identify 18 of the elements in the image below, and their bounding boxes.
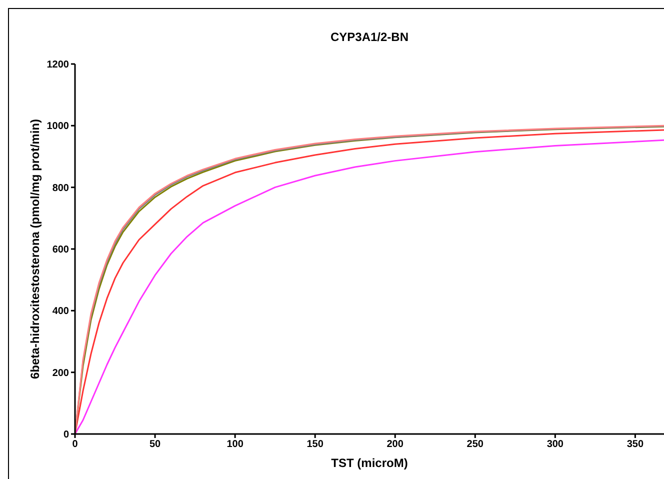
y-tick-label: 0 — [63, 430, 70, 441]
y-tick-label: 600 — [52, 244, 70, 256]
x-tick-label: 250 — [466, 439, 484, 450]
x-tick-label: 350 — [626, 439, 644, 450]
x-tick-label: 150 — [306, 439, 324, 450]
x-tick-label: 300 — [546, 439, 564, 450]
chart-title: CYP3A1/2-BN — [329, 30, 410, 44]
x-tick-label: 50 — [149, 439, 162, 450]
y-tick-label: 800 — [52, 182, 70, 194]
x-tick-label: 100 — [226, 439, 244, 450]
y-tick-label: 400 — [52, 306, 70, 318]
y-axis-title: 6beta-hidroxitestosterona (pmol/mg prot/min) — [28, 118, 42, 380]
y-tick-label: 200 — [52, 368, 70, 379]
x-tick-label: 0 — [72, 439, 78, 450]
x-axis-title: TST (microM) — [330, 456, 409, 470]
y-tick-label: 1000 — [46, 121, 70, 132]
y-tick-label: 1200 — [46, 60, 70, 71]
x-tick-label: 200 — [386, 439, 404, 450]
